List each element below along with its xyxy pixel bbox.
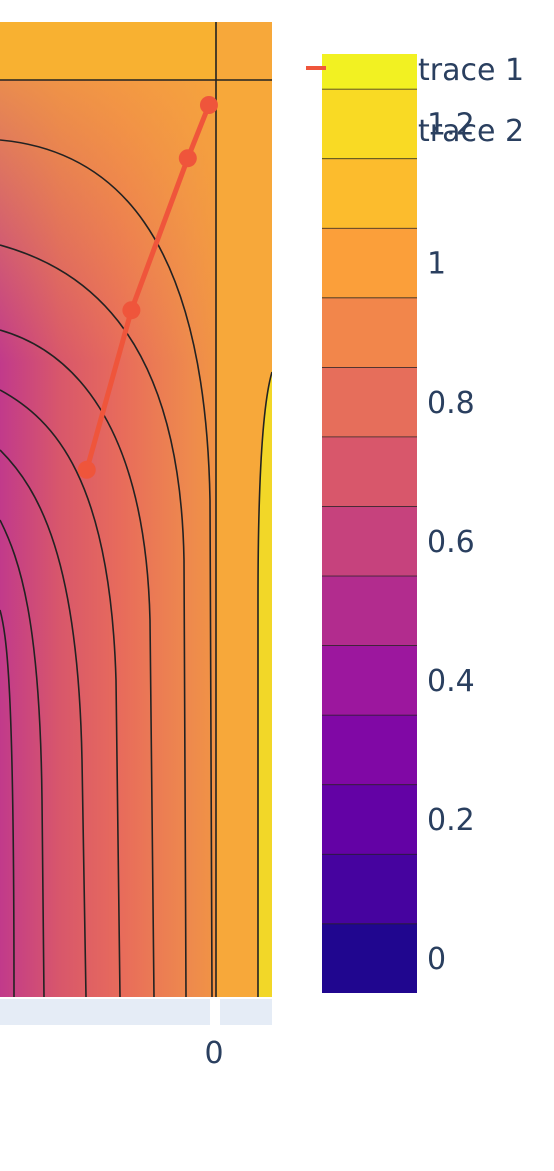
contour-level-curve-1 (0, 244, 187, 997)
colorbar-band-10 (322, 227, 417, 298)
legend-trace-2-label[interactable]: trace 2 (418, 114, 524, 149)
colorbar-tick-label: 0.2 (427, 803, 475, 838)
colorbar-band-11 (322, 158, 417, 228)
trace-1-marker-3[interactable] (199, 96, 218, 114)
trace-1-marker-0[interactable] (77, 460, 96, 479)
colorbar-band-2 (322, 784, 417, 854)
contour-line-edge (257, 371, 272, 997)
colorbar-tick-label: 0.4 (427, 664, 475, 699)
plot-area (0, 22, 272, 997)
x-axis-strip (0, 999, 210, 1025)
trace-1-marker-2[interactable] (178, 149, 197, 168)
legend-trace-1-label[interactable]: trace 1 (418, 53, 524, 88)
contour-level-curve-5 (0, 519, 45, 997)
colorbar-band-8 (322, 367, 417, 437)
colorbar-tick-label: 0 (427, 942, 446, 977)
colorbar-tick-label: 0.8 (427, 386, 475, 421)
trace-1-marker-1[interactable] (122, 301, 141, 320)
colorbar (322, 54, 417, 993)
legend[interactable]: trace 1 trace 2 (306, 53, 524, 149)
colorbar-band-12 (322, 88, 417, 159)
colorbar-tick-label: 0.6 (427, 525, 475, 560)
colorbar-band-3 (322, 714, 417, 785)
colorbar-band-7 (322, 436, 417, 507)
x-tick-label: 0 (204, 1036, 223, 1071)
colorbar-band-9 (322, 297, 417, 367)
trace-1-line (77, 96, 218, 479)
contour-level-curve-4 (0, 449, 87, 997)
colorbar-band-1 (322, 853, 417, 924)
colorbar-band-5 (322, 575, 417, 646)
contour-level-curve-0 (0, 139, 213, 997)
contour-level-curve-3 (0, 389, 121, 997)
x-axis-strip-right (220, 999, 272, 1025)
trace-1-path (84, 104, 212, 471)
colorbar-band-0 (322, 923, 417, 993)
colorbar-ticks: 0 0.2 0.4 0.6 0.8 1 1.2 (427, 108, 475, 978)
contour-level-curve-6 (0, 609, 15, 997)
colorbar-band-4 (322, 645, 417, 715)
contour-band-yellow (258, 370, 272, 997)
colorbar-band-6 (322, 506, 417, 576)
colorbar-tick-label: 1.2 (427, 108, 475, 143)
colorbar-band-13 (322, 54, 417, 89)
colorbar-tick-label: 1 (427, 247, 446, 282)
